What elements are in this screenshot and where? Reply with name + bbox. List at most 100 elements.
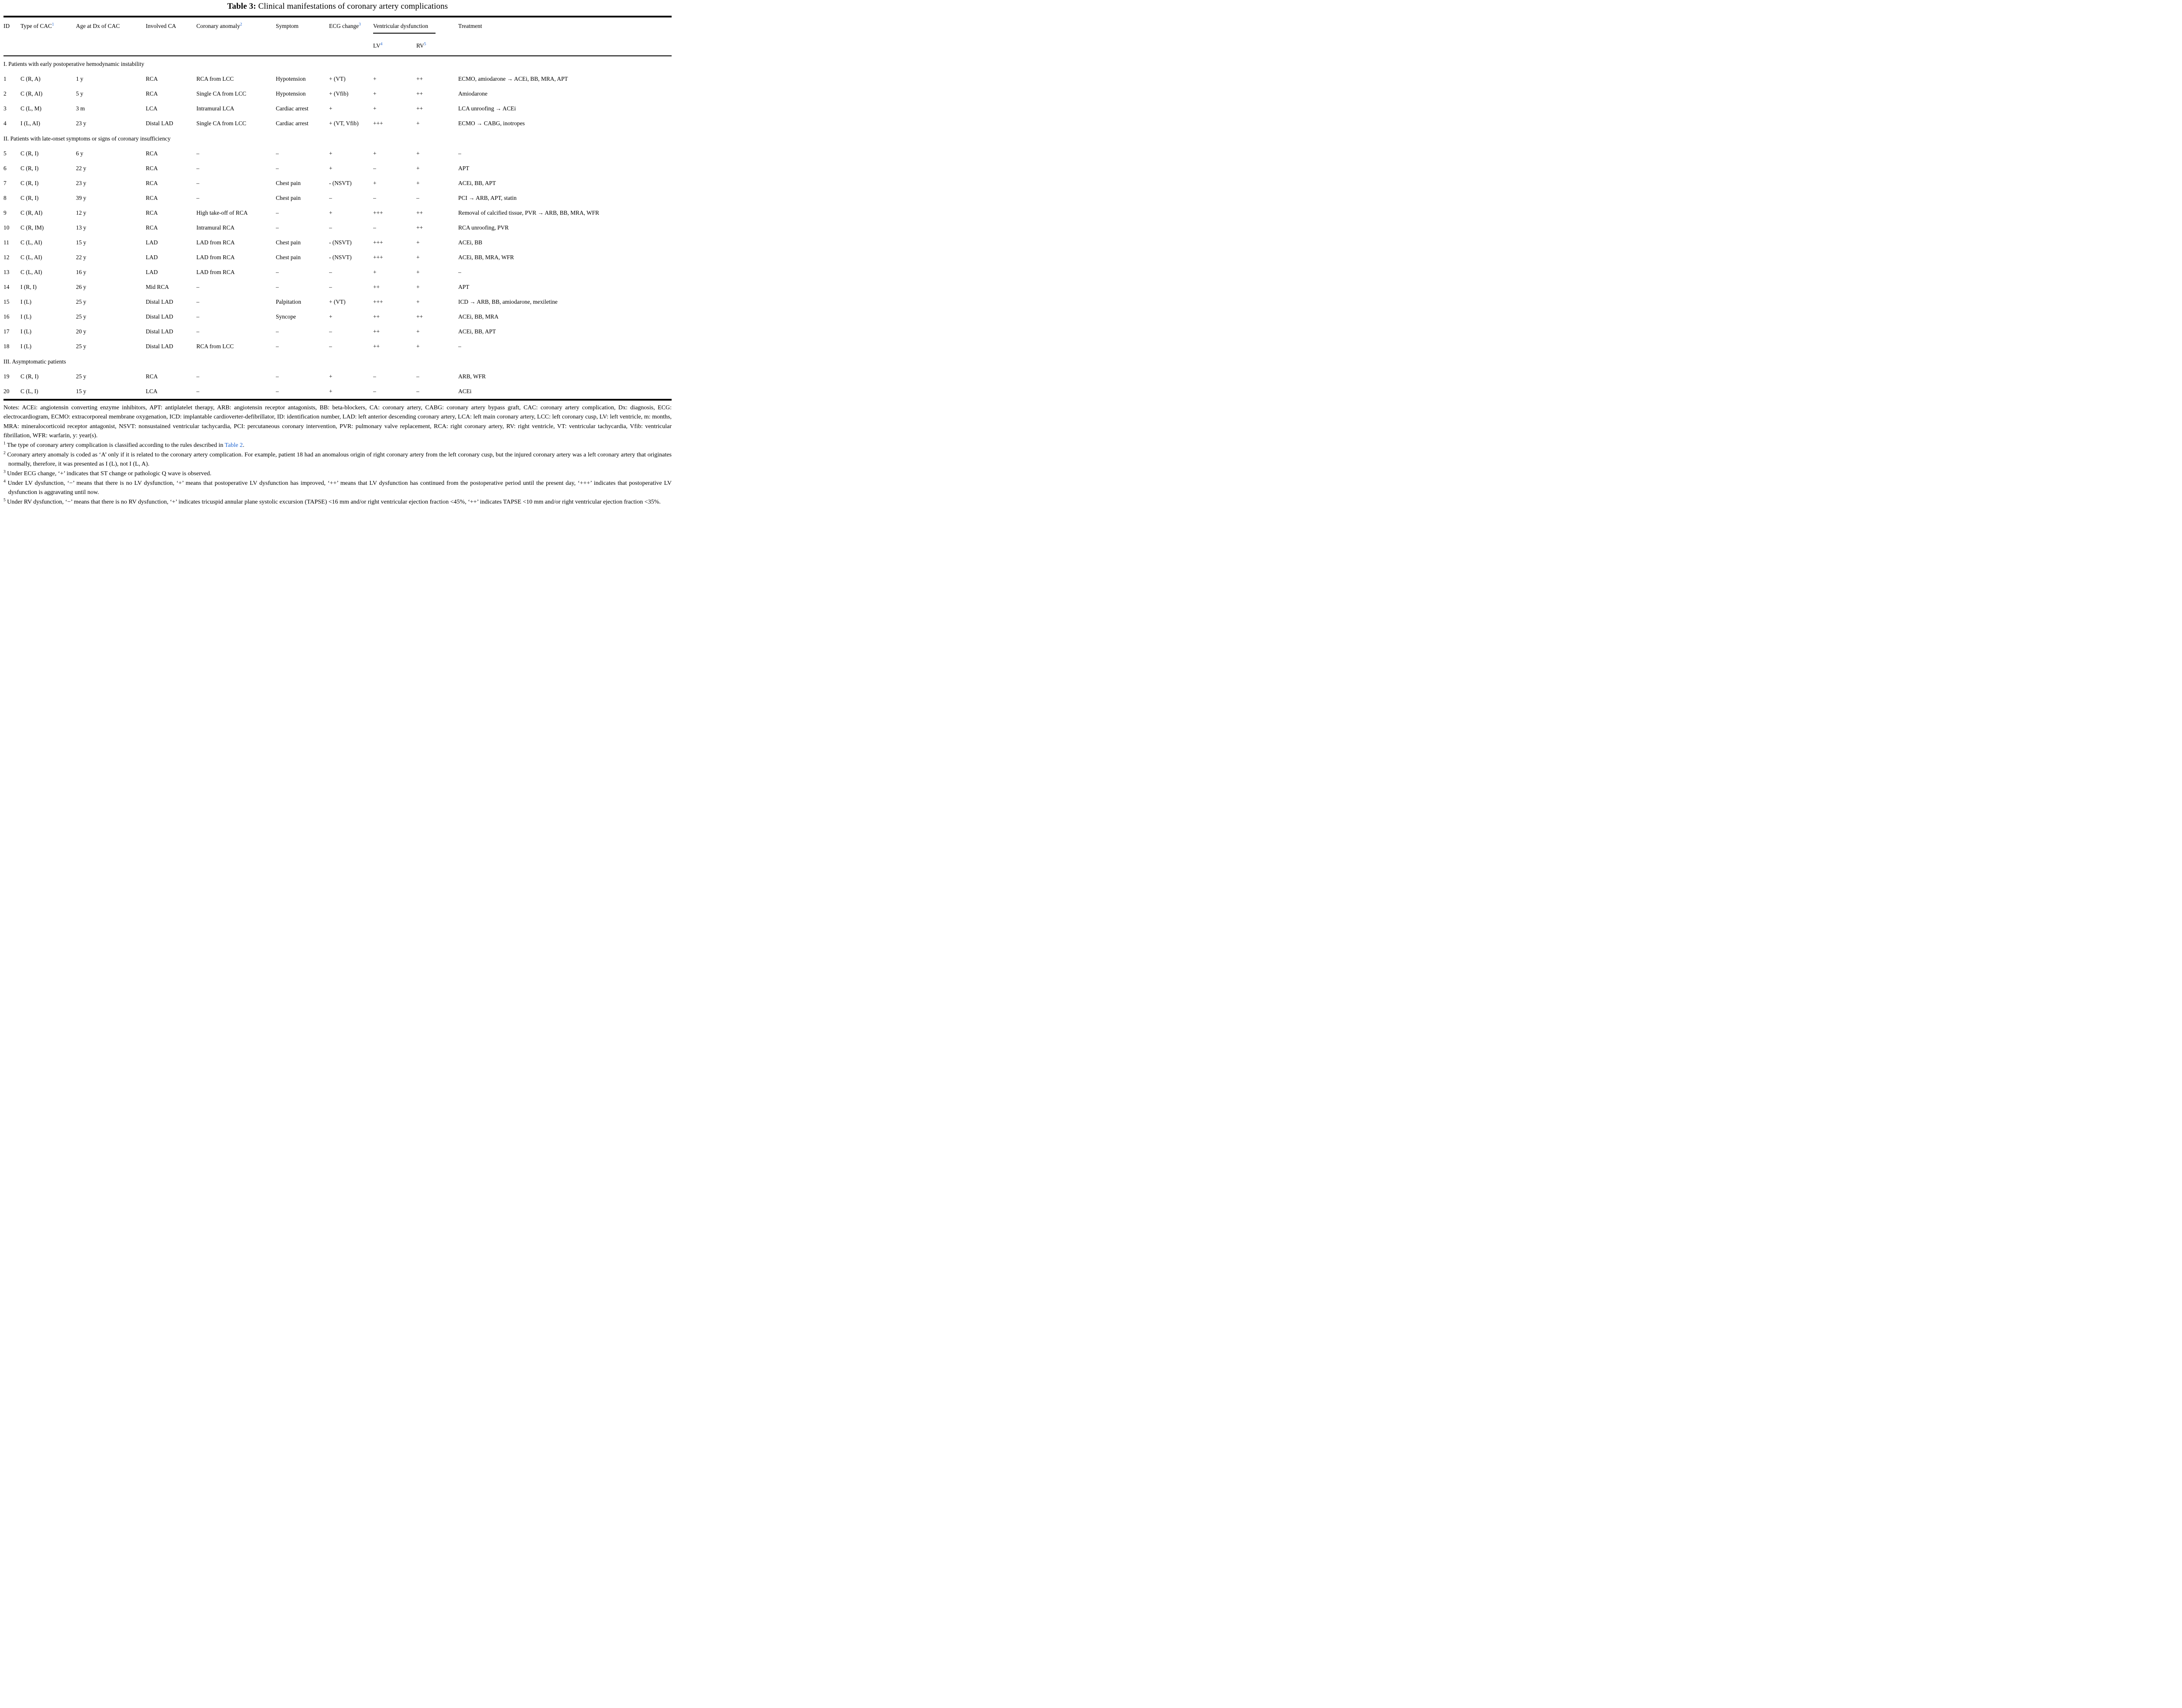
col-header-treatment: Treatment [458,23,482,29]
cell-type-of-cac: C (R, IM) [21,224,44,231]
cell-age-at-dx: 25 y [76,373,86,380]
cell-treatment: ACEi, BB, MRA, WFR [458,254,514,261]
cell-ecg-change: + [329,209,333,216]
cell-involved-ca: LAD [146,239,158,246]
clinical-manifestations-table: ID Type of CAC1 Age at Dx of CAC Involve… [3,16,672,401]
cell-treatment: ACEi, BB, APT [458,180,496,186]
cell-treatment: ACEi, BB, MRA [458,313,499,320]
table-2-link[interactable]: Table 2 [224,442,243,449]
cell-rv-dysfunction: + [416,254,420,261]
cell-treatment: ACEi [458,388,472,394]
section-header-label: III. Asymptomatic patients [3,358,66,365]
footnote-ref-3[interactable]: 3 [359,22,361,27]
cell-coronary-anomaly: – [196,328,199,335]
cell-lv-dysfunction: + [373,90,377,97]
cell-lv-dysfunction: +++ [373,209,383,216]
cell-type-of-cac: C (R, I) [21,165,39,171]
cell-symptom: Chest pain [276,180,301,186]
cell-type-of-cac: C (L, AI) [21,239,42,246]
cell-type-of-cac: I (L) [21,313,31,320]
article-table-page: Table 3: Clinical manifestations of coro… [0,0,675,511]
cell-involved-ca: LAD [146,269,158,275]
cell-rv-dysfunction: ++ [416,105,423,112]
cell-lv-dysfunction: – [373,388,376,394]
table-body: I. Patients with early postoperative hem… [3,56,672,400]
cell-lv-dysfunction: +++ [373,120,383,127]
cell-coronary-anomaly: – [196,298,199,305]
cell-ecg-change: + (VT) [329,298,346,305]
footnote-ref-1[interactable]: 1 [51,22,54,27]
patient-row: 13 C (L, AI) 16 y LAD LAD from RCA – – +… [3,265,672,280]
cell-rv-dysfunction: + [416,150,420,157]
cell-rv-dysfunction: ++ [416,313,423,320]
cell-involved-ca: Distal LAD [146,313,173,320]
patient-row: 11 C (L, AI) 15 y LAD LAD from RCA Chest… [3,235,672,250]
cell-coronary-anomaly: – [196,313,199,320]
cell-type-of-cac: C (R, AI) [21,209,43,216]
patient-row: 17 I (L) 20 y Distal LAD – – – ++ + ACEi… [3,324,672,339]
col-header-involved-ca: Involved CA [146,23,176,29]
cell-coronary-anomaly: LAD from RCA [196,254,235,261]
cell-coronary-anomaly: – [196,388,199,394]
footnote-4-marker: 4 [3,479,6,484]
cell-involved-ca: RCA [146,150,158,157]
patient-row: 2 C (R, AI) 5 y RCA Single CA from LCC H… [3,86,672,101]
cell-id: 10 [3,224,10,231]
cell-id: 12 [3,254,10,261]
cell-type-of-cac: I (L) [21,328,31,335]
footnote-ref-5[interactable]: 5 [424,42,426,47]
cell-rv-dysfunction: – [416,388,419,394]
cell-age-at-dx: 1 y [76,75,83,82]
patient-row: 19 C (R, I) 25 y RCA – – + – – ARB, WFR [3,369,672,384]
col-header-id: ID [3,23,10,29]
footnote-4: 4 Under LV dysfunction, ‘−’ means that t… [3,479,672,496]
cell-type-of-cac: C (R, AI) [21,90,43,97]
section-header-row: III. Asymptomatic patients [3,354,672,369]
col-header-lv: LV4 [373,42,383,49]
cell-coronary-anomaly: Intramural LCA [196,105,234,112]
cell-coronary-anomaly: High take-off of RCA [196,209,248,216]
cell-age-at-dx: 25 y [76,313,86,320]
cell-age-at-dx: 25 y [76,343,86,350]
cell-rv-dysfunction: + [416,269,420,275]
cell-type-of-cac: C (L, I) [21,388,38,394]
patient-row: 1 C (R, A) 1 y RCA RCA from LCC Hypotens… [3,72,672,86]
cell-involved-ca: LCA [146,388,158,394]
cell-treatment: – [458,343,461,350]
cell-symptom: – [276,269,279,275]
cell-symptom: – [276,328,279,335]
footnote-ref-4[interactable]: 4 [380,42,383,47]
footnote-2: 2 Coronary artery anomaly is coded as ‘A… [3,451,672,468]
cell-symptom: Cardiac arrest [276,105,309,112]
cell-involved-ca: RCA [146,90,158,97]
cell-age-at-dx: 23 y [76,120,86,127]
cell-type-of-cac: I (L, AI) [21,120,40,127]
cell-id: 1 [3,75,7,82]
cell-age-at-dx: 16 y [76,269,86,275]
footnote-ref-2[interactable]: 2 [240,22,242,27]
cell-rv-dysfunction: ++ [416,90,423,97]
patient-row: 10 C (R, IM) 13 y RCA Intramural RCA – –… [3,220,672,235]
cell-ecg-change: + [329,150,333,157]
patient-row: 3 C (L, M) 3 m LCA Intramural LCA Cardia… [3,101,672,116]
col-header-ecg-change: ECG change3 [329,22,361,29]
cell-id: 20 [3,388,10,394]
cell-type-of-cac: I (R, I) [21,284,37,290]
cell-id: 3 [3,105,7,112]
cell-involved-ca: Distal LAD [146,343,173,350]
cell-treatment: ECMO → CABG, inotropes [458,120,525,127]
cell-involved-ca: RCA [146,373,158,380]
footnote-1-marker: 1 [3,441,6,446]
cell-rv-dysfunction: + [416,298,420,305]
cell-coronary-anomaly: LAD from RCA [196,269,235,275]
cell-symptom: Palpitation [276,298,302,305]
cell-type-of-cac: C (R, I) [21,150,39,157]
cell-lv-dysfunction: – [373,195,376,201]
cell-ecg-change: – [329,195,332,201]
cell-symptom: – [276,209,279,216]
cell-coronary-anomaly: LAD from RCA [196,239,235,246]
footnote-2-marker: 2 [3,451,6,456]
cell-ecg-change: + [329,388,333,394]
cell-id: 5 [3,150,7,157]
cell-age-at-dx: 15 y [76,239,86,246]
